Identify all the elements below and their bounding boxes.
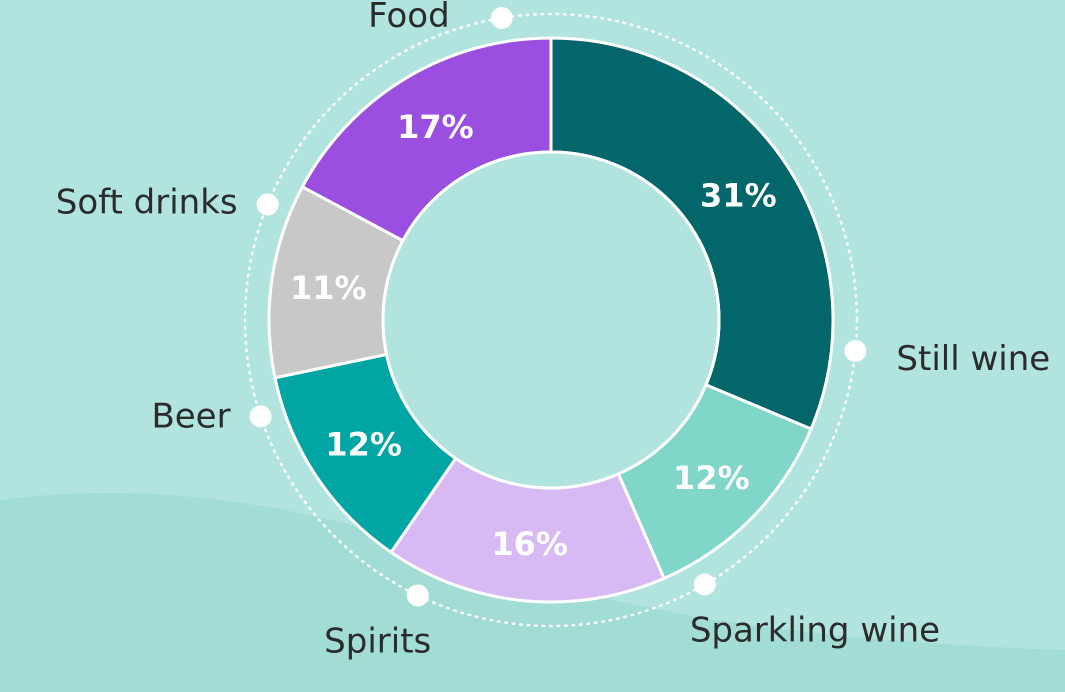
category-label-food: Food [368, 0, 450, 36]
percent-label-still-wine: 31% [700, 176, 777, 214]
marker-dots [249, 6, 867, 607]
category-label-soft-drinks: Soft drinks [56, 182, 238, 222]
percent-label-spirits: 16% [491, 525, 568, 563]
percent-label-beer: 12% [325, 426, 402, 464]
donut-hole [381, 150, 721, 490]
category-label-sparkling-wine: Sparkling wine [690, 610, 940, 650]
marker-dot-sparkling-wine [693, 573, 716, 596]
marker-dot-still-wine [844, 340, 867, 363]
category-label-still-wine: Still wine [896, 339, 1050, 379]
category-label-beer: Beer [151, 396, 230, 436]
percent-label-food: 17% [397, 108, 474, 146]
marker-dot-food [490, 6, 513, 29]
percent-labels: 31% 12% 16% 12% 11% 17% [290, 108, 777, 563]
percent-label-sparkling-wine: 12% [673, 459, 750, 497]
dotted-ring [243, 12, 859, 628]
marker-dot-beer [249, 405, 272, 428]
category-labels: Still wine Sparkling wine Spirits Beer Soft … [56, 0, 1050, 661]
category-label-spirits: Spirits [324, 621, 431, 661]
marker-dot-soft-drinks [256, 193, 279, 216]
percent-label-soft-drinks: 11% [290, 269, 367, 307]
marker-dot-spirits [406, 584, 429, 607]
